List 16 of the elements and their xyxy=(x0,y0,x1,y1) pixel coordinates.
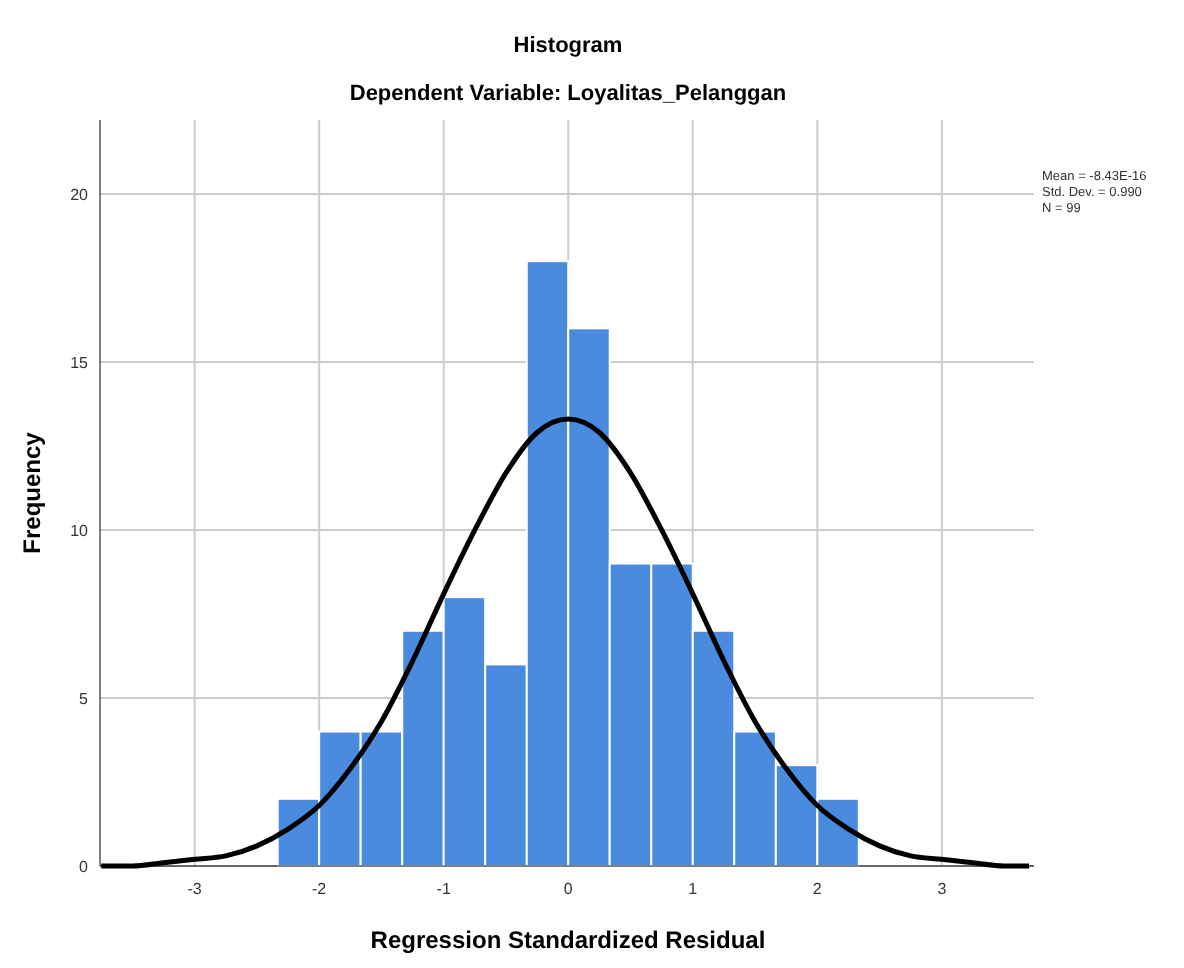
y-axis-title: Frequency xyxy=(18,431,46,554)
x-tick-label: 0 xyxy=(563,880,574,898)
y-tick-label: 5 xyxy=(79,689,90,708)
y-tick-label: 0 xyxy=(79,858,90,876)
y-tick-label: 20 xyxy=(70,185,90,204)
x-axis-title: Regression Standardized Residual xyxy=(370,926,766,954)
x-tick-label: -2 xyxy=(312,880,328,898)
x-tick-label: 2 xyxy=(812,880,823,898)
chart-title: Histogram xyxy=(513,34,623,58)
x-tick-label: 3 xyxy=(937,880,948,898)
x-tick-label: -1 xyxy=(436,880,452,898)
y-tick-label: 15 xyxy=(70,353,90,372)
y-tick-label: 10 xyxy=(70,521,90,540)
chart-subtitle: Dependent Variable: Loyalitas_Pelanggan xyxy=(349,82,787,106)
x-tick-label: 1 xyxy=(688,880,699,898)
x-tick-label: -3 xyxy=(187,880,203,898)
